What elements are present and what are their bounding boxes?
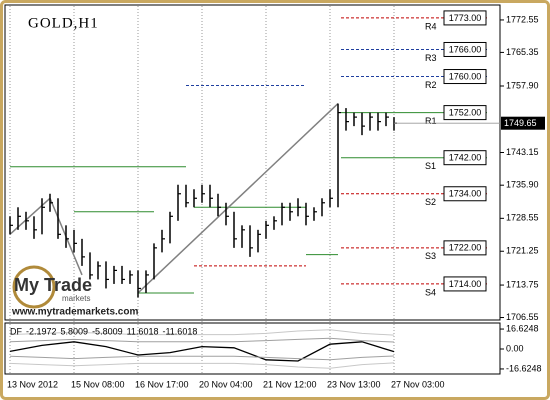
- level-box: [443, 240, 487, 256]
- level-box: [443, 186, 487, 202]
- level-box: [443, 69, 487, 85]
- level-box: [443, 276, 487, 292]
- x-tick-label: 16 Nov 17:00: [135, 379, 189, 389]
- level-price: 1742.00: [449, 153, 482, 163]
- level-name: S4: [425, 287, 436, 297]
- chart-title: GOLD,H1: [28, 15, 99, 31]
- level-box: [443, 10, 487, 26]
- brand: My Trade: [14, 275, 92, 295]
- logo-ring: [12, 265, 56, 309]
- last-price-box: [501, 116, 545, 130]
- brand-sub: markets: [62, 294, 90, 303]
- y-tick-label: 1772.55: [506, 14, 539, 24]
- level-price: 1734.00: [449, 189, 482, 199]
- watermark: My Trade markets www.mytrademarkets.com: [11, 265, 138, 318]
- trendline: [137, 103, 339, 294]
- level-price: 1722.00: [449, 243, 482, 253]
- y-tick-label: 1743.15: [506, 147, 539, 157]
- y-tick-label: 1728.55: [506, 213, 539, 223]
- ind-tick-label: -16.6248: [506, 363, 542, 373]
- ind-reading: 11.6018: [127, 326, 159, 336]
- x-tick-label: 21 Nov 12:00: [263, 379, 317, 389]
- y-tick-label: 1721.25: [506, 246, 539, 256]
- level-name: S1: [425, 161, 436, 171]
- level-price: 1766.00: [449, 44, 482, 54]
- level-name: R1: [425, 116, 437, 126]
- ind-name: DF: [10, 326, 22, 336]
- x-tick-label: 27 Nov 03:00: [391, 379, 445, 389]
- levels: 1773.00 R4 1766.00 R3 1760.00 R2 1752.00 R1 1742…: [9, 10, 487, 297]
- ind-line: [9, 341, 395, 362]
- level-name: R3: [425, 53, 437, 63]
- level-box: [443, 105, 487, 121]
- level-box: [443, 150, 487, 166]
- url: www.mytrademarkets.com: [11, 307, 138, 318]
- ind-reading: -11.6018: [162, 326, 197, 336]
- level-price: 1714.00: [449, 279, 482, 289]
- level-box: [443, 41, 487, 57]
- ind-tick-label: 16.6248: [506, 323, 539, 333]
- ind-line: [9, 355, 395, 361]
- x-tick-label: 15 Nov 08:00: [71, 379, 125, 389]
- plot-border: [4, 4, 501, 321]
- ind-line: [9, 329, 395, 336]
- indicator: DF -2.1972 5.8009 -5.8009 11.6018 -11.6018: [9, 326, 395, 369]
- level-name: S2: [425, 197, 436, 207]
- x-tick-label: 20 Nov 04:00: [199, 379, 253, 389]
- level-price: 1752.00: [449, 107, 482, 117]
- y-tick-label: 1735.90: [506, 180, 539, 190]
- level-name: S3: [425, 251, 436, 261]
- level-price: 1760.00: [449, 71, 482, 81]
- ind-reading: -2.1972: [26, 326, 57, 336]
- level-name: R2: [425, 80, 437, 90]
- last-price: 1749.65: [504, 118, 537, 128]
- ind-line: [9, 362, 395, 369]
- ind-tick-label: 0.00: [506, 343, 524, 353]
- axes: 13 Nov 2012 15 Nov 08:00 16 Nov 17:00 20 No…: [7, 14, 545, 389]
- y-tick-label: 1757.90: [506, 80, 539, 90]
- ind-reading: 5.8009: [61, 326, 89, 336]
- x-tick-label: 23 Nov 13:00: [327, 379, 381, 389]
- ind-line: [9, 337, 395, 343]
- y-tick-label: 1713.75: [506, 279, 539, 289]
- x-tick-label: 13 Nov 2012: [7, 379, 58, 389]
- ind-reading: -5.8009: [92, 326, 123, 336]
- y-tick-label: 1706.55: [506, 312, 539, 322]
- bars: [9, 103, 397, 298]
- y-tick-label: 1765.35: [506, 47, 539, 57]
- trendline: [9, 197, 51, 235]
- level-price: 1773.00: [449, 13, 482, 23]
- level-name: R4: [425, 21, 437, 31]
